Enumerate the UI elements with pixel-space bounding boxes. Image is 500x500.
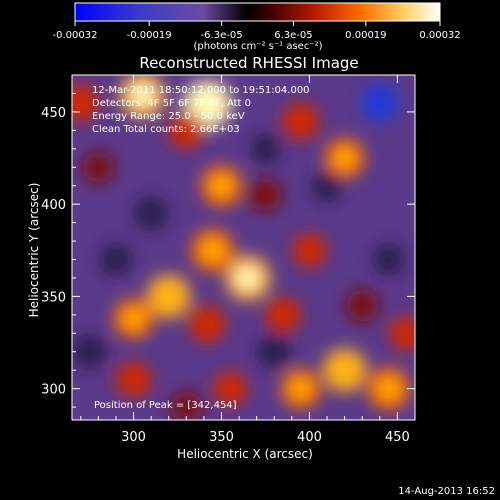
colorbar-tick-label: -0.00032	[53, 30, 98, 41]
heatmap-blob	[250, 133, 281, 164]
heatmap-blob	[213, 371, 248, 406]
heatmap-blob	[389, 316, 415, 351]
colorbar-tick-label: 0.00032	[419, 30, 460, 41]
heatmap-blob	[282, 102, 320, 140]
y-tick-label: 450	[41, 106, 66, 121]
heatmap-blob	[189, 305, 226, 343]
heatmap-blob	[72, 334, 107, 369]
heatmap-blob-core	[202, 239, 224, 261]
x-tick-label: 350	[209, 430, 234, 445]
info-line-detectors: Detectors: 4F 5F 6F 7F 8F, Att 0	[92, 98, 251, 109]
heatmap-blob-core	[157, 285, 180, 308]
y-tick-label: 300	[41, 383, 66, 398]
date-stamp: 14-Aug-2013 16:52	[398, 486, 495, 497]
heatmap-blob-core	[236, 266, 260, 290]
heatmap-blob-core	[195, 92, 220, 117]
colorbar-tick-label: 0.00019	[345, 30, 386, 41]
colorbar-frame	[74, 2, 441, 22]
heatmap-blob	[134, 196, 169, 231]
info-line-time: 12-Mar-2011 18:50:12.000 to 19:51:04.000	[92, 85, 310, 96]
heatmap-blob-core	[333, 359, 356, 382]
heatmap-blob-core	[290, 378, 311, 399]
info-line-counts: Clean Total counts: 2.66E+03	[92, 124, 240, 135]
heatmap-blob	[99, 243, 133, 276]
y-axis-label: Heliocentric Y (arcsec)	[27, 183, 41, 318]
x-axis-label: Heliocentric X (arcsec)	[177, 447, 313, 461]
heatmap-blob-core	[211, 175, 232, 196]
colorbar-tick-label: 6.3e-05	[274, 30, 312, 41]
heatmap-blob	[373, 243, 405, 276]
heatmap-blob	[292, 233, 327, 268]
heatmap-blob-core	[334, 148, 355, 168]
axis-ticks: 300 350 400 450 300 350 400 450	[41, 74, 416, 445]
y-tick-label: 400	[41, 198, 66, 213]
info-line-energy: Energy Range: 25.0 - 50.0 keV	[92, 111, 245, 122]
x-tick-label: 400	[297, 430, 322, 445]
heatmap-blob	[257, 334, 292, 369]
y-tick-label: 350	[41, 290, 66, 305]
colorbar-tick-label: -6.3e-05	[201, 30, 243, 41]
heatmap-blob	[345, 289, 379, 322]
heatmap-blob-core	[131, 83, 154, 107]
plot-frame	[71, 74, 416, 421]
heatmap-blob	[249, 178, 282, 212]
heatmap-image	[72, 75, 415, 420]
heatmap-blob-core	[378, 378, 400, 400]
heatmap-blob	[168, 112, 205, 149]
colorbar	[75, 3, 440, 21]
colorbar-units-label: (photons cm⁻² s⁻¹ asec⁻²)	[193, 41, 322, 52]
heatmap-blob-core	[123, 308, 144, 329]
heatmap-blob	[361, 84, 399, 122]
colorbar-ticks: -0.00032 -0.00019 -6.3e-05 6.3e-05 0.00019 0.…	[53, 21, 461, 41]
chart-title: Reconstructed RHESSI Image	[139, 54, 358, 72]
heatmap-blob	[82, 151, 114, 183]
peak-position-label: Position of Peak = [342,454]	[94, 400, 237, 411]
x-tick-label: 300	[121, 430, 146, 445]
colorbar-tick-label: -0.00019	[127, 30, 172, 41]
heatmap-blob	[311, 170, 343, 202]
x-tick-label: 450	[385, 430, 410, 445]
heatmap-blob	[115, 361, 152, 398]
info-annotation: 12-Mar-2011 18:50:12.000 to 19:51:04.000…	[92, 85, 310, 135]
heatmap-blob	[265, 297, 301, 333]
heatmap-blob	[170, 391, 202, 420]
